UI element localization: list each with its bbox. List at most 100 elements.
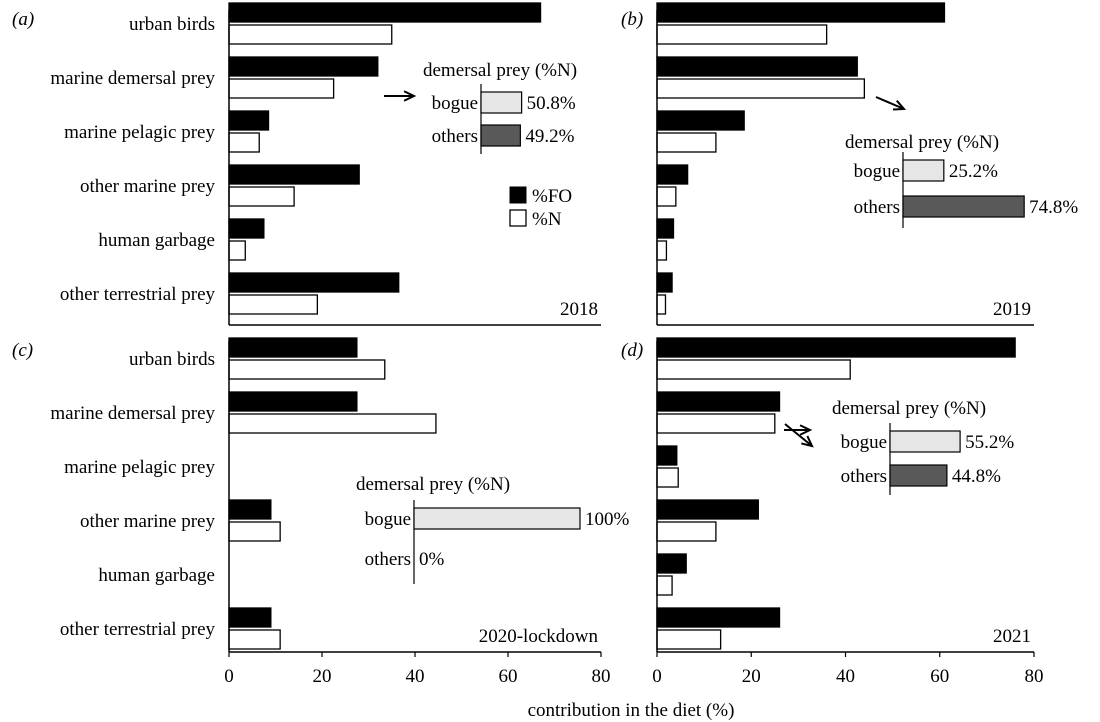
panel-2-bar-fo-4 [656, 218, 675, 239]
panel-3-x-tick-label: 20 [313, 666, 332, 687]
panel-1-inset-bogue-value: 50.8% [527, 93, 576, 114]
panel-1-bar-fo-5 [228, 272, 400, 293]
panel-3-bar-fo-0 [228, 337, 358, 358]
panel-2-bar-fo-1 [656, 56, 858, 77]
panel-2-bar-fo-2 [656, 110, 745, 131]
panel-4-x-tick-label: 0 [652, 666, 662, 687]
legend-n-label: %N [532, 209, 562, 230]
panel-1-bar-n-1 [228, 78, 335, 99]
panel-2-bar-n-2 [656, 132, 717, 153]
panel-1-inset-bogue-bar [480, 91, 523, 114]
panel-3-category-label: marine demersal prey [50, 403, 215, 424]
panel-3-bar-n-3 [228, 521, 281, 542]
panel-4-bar-fo-5 [656, 607, 781, 628]
panel-3-arrow [784, 423, 813, 447]
panel-3-category-label: other marine prey [80, 511, 216, 532]
panel-3-category-label: urban birds [129, 349, 215, 370]
panel-1-bar-n-0 [228, 24, 393, 45]
panel-3-bar-fo-5 [228, 607, 272, 628]
panel-1-arrow-head [403, 90, 417, 102]
panel-1-category-label: other terrestrial prey [60, 284, 216, 305]
panel-2-inset-bogue-value: 25.2% [949, 161, 998, 182]
panel-2-inset-others-label: others [854, 197, 900, 218]
panel-3-inset-bogue-value: 100% [585, 509, 630, 530]
panel-3-x-tick-label: 0 [224, 666, 234, 687]
panel-4-bar-n-1 [656, 413, 776, 434]
panel-2-bar-n-1 [656, 78, 866, 99]
panel-1-bar-n-2 [228, 132, 260, 153]
panel-4-bar-n-2 [656, 467, 679, 488]
panel-4-year: 2021 [993, 626, 1031, 647]
panel-4-bar-fo-0 [656, 337, 1016, 358]
panel-2-inset-bogue-bar [902, 159, 945, 182]
panel-2-bar-fo-5 [656, 272, 673, 293]
panel-3-bar-n-5 [228, 629, 281, 650]
panel-4-inset-others-label: others [841, 466, 887, 487]
panel-1-bar-fo-2 [228, 110, 270, 131]
panel-1-category-label: human garbage [98, 230, 215, 251]
panel-1-label: (a) [12, 9, 34, 30]
panel-2-inset-others-value: 74.8% [1029, 197, 1078, 218]
panel-4-bar-fo-2 [656, 445, 678, 466]
legend-fo-swatch [509, 186, 527, 204]
panel-4-bar-fo-4 [656, 553, 687, 574]
panel-3-bar-n-0 [228, 359, 386, 380]
panel-2-bar-fo-0 [656, 2, 946, 23]
panel-3-year: 2020-lockdown [479, 626, 599, 647]
panel-4-bar-fo-3 [656, 499, 759, 520]
panel-1-category-label: marine pelagic prey [64, 122, 215, 143]
panel-4-bar-n-4 [656, 575, 673, 596]
panel-1-bar-fo-0 [228, 2, 542, 23]
x-axis-title: contribution in the diet (%) [528, 700, 735, 721]
panel-3-inset-title: demersal prey (%N) [356, 474, 510, 495]
panel-2-inset-bogue-label: bogue [854, 161, 900, 182]
panel-1-bar-fo-3 [228, 164, 360, 185]
panel-4-x-tick-label: 40 [836, 666, 855, 687]
panel-1-inset-bogue-label: bogue [432, 93, 478, 114]
panel-3-category-label: other terrestrial prey [60, 619, 216, 640]
panel-2-bar-n-0 [656, 24, 828, 45]
panel-2-bar-n-5 [656, 294, 667, 315]
panel-2-arrow [875, 96, 905, 110]
panel-4-x-tick-label: 20 [742, 666, 761, 687]
panel-1-inset-others-value: 49.2% [525, 126, 574, 147]
panel-3-x-tick-label: 40 [406, 666, 425, 687]
panel-2-bar-n-3 [656, 186, 677, 207]
panel-1-year: 2018 [560, 299, 598, 320]
panel-3-inset-bogue-bar [413, 507, 581, 530]
panel-2-arrow-head [892, 100, 907, 111]
panel-1-inset-others-bar [480, 124, 521, 147]
panel-1-category-label: marine demersal prey [50, 68, 215, 89]
panel-3-inset-others-value: 0% [419, 549, 445, 570]
panel-2-inset-title: demersal prey (%N) [845, 132, 999, 153]
panel-4-inset-others-bar [889, 464, 948, 487]
panel-3-inset-others-label: others [365, 549, 411, 570]
panel-1-category-label: urban birds [129, 14, 215, 35]
panel-2-label: (b) [621, 9, 643, 30]
panel-3-bar-fo-1 [228, 391, 358, 412]
panel-3-x-tick-label: 80 [592, 666, 611, 687]
panel-4-inset-bogue-bar [889, 430, 961, 453]
panel-3-x-tick-label: 60 [499, 666, 518, 687]
panel-4-label: (d) [621, 340, 643, 361]
panel-4-inset-bogue-label: bogue [841, 432, 887, 453]
panel-3-label: (c) [12, 340, 33, 361]
panel-4-inset-others-value: 44.8% [952, 466, 1001, 487]
panel-4-bar-fo-1 [656, 391, 781, 412]
panel-1-bar-fo-4 [228, 218, 265, 239]
panel-1-category-label: other marine prey [80, 176, 216, 197]
panel-1-bar-n-4 [228, 240, 246, 261]
panel-3-bar-fo-3 [228, 499, 272, 520]
panel-4-arrow-head [799, 424, 813, 436]
panel-4-bar-n-5 [656, 629, 722, 650]
panel-2-inset-others-bar [902, 195, 1025, 218]
panel-1-inset-title: demersal prey (%N) [423, 60, 577, 81]
panel-4-inset-bogue-value: 55.2% [965, 432, 1014, 453]
panel-1-bar-n-5 [228, 294, 318, 315]
panel-4-x-tick-label: 80 [1025, 666, 1044, 687]
legend-fo-label: %FO [532, 186, 572, 207]
legend-n-swatch [509, 209, 527, 227]
panel-3-arrow-head [801, 435, 814, 448]
panel-3-inset-bogue-label: bogue [365, 509, 411, 530]
